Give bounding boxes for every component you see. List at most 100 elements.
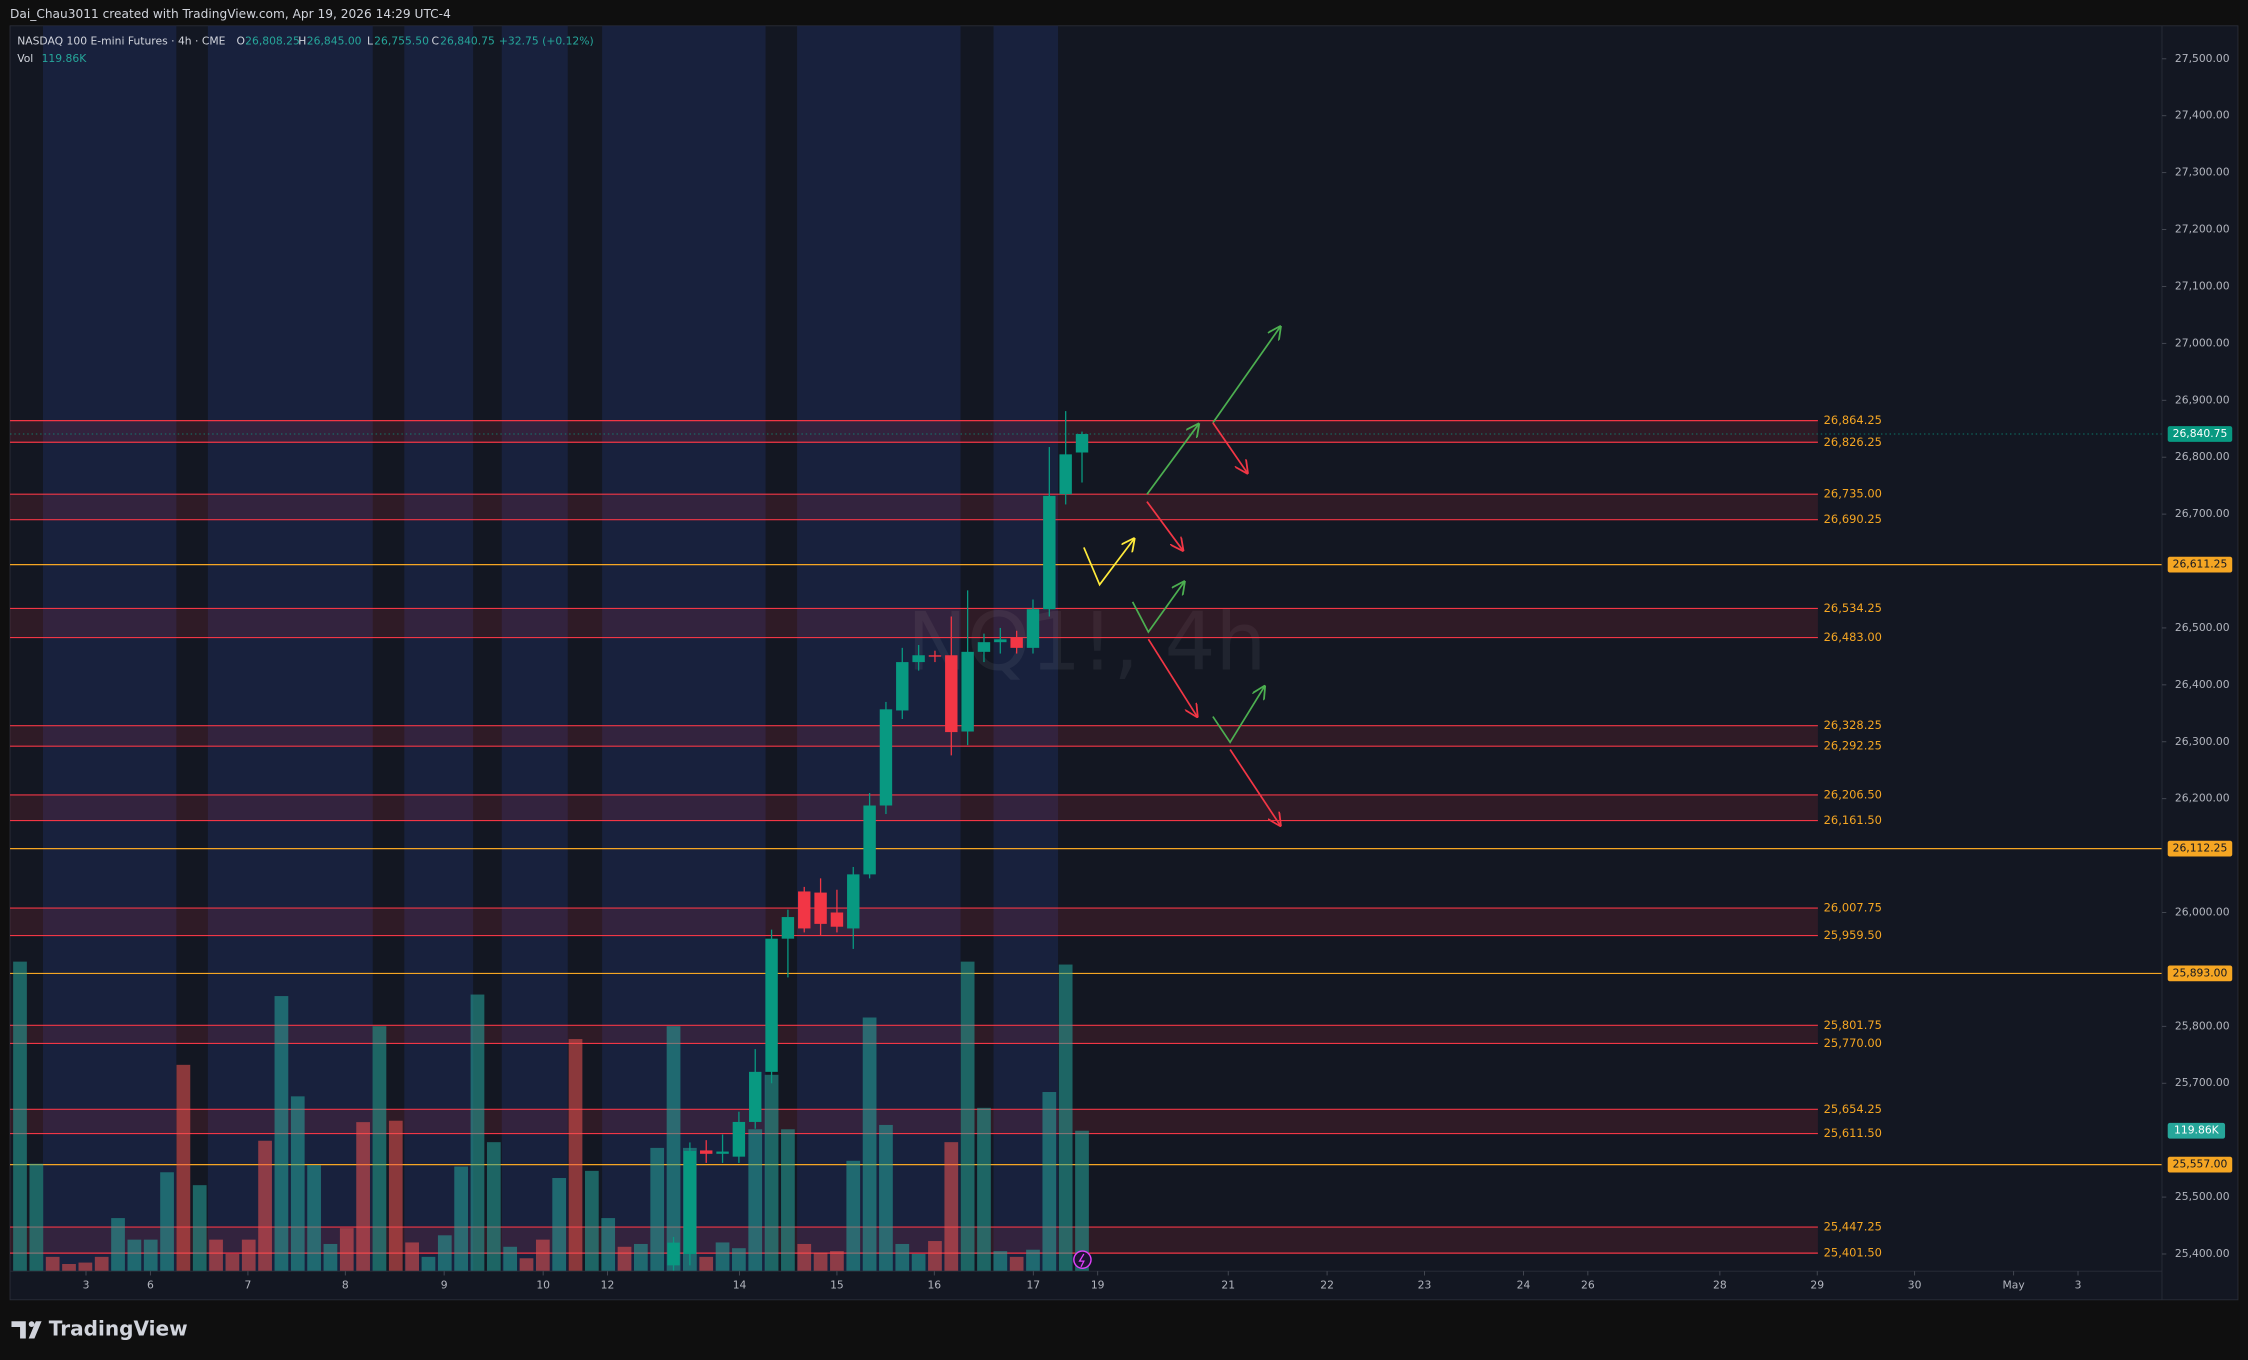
volume-bar [29,1163,44,1272]
candle-body [1043,495,1056,610]
zone [10,420,1818,443]
volume-bar [928,1241,942,1272]
y-tick-label: 27,300.00 [2175,166,2230,179]
volume-bar [454,1166,469,1272]
y-tick-label: 26,700.00 [2175,507,2230,520]
volume-bar [666,1026,681,1272]
volume-bar [209,1239,223,1272]
x-tick-label: 24 [1517,1278,1531,1291]
volume-bar [290,1096,305,1272]
legend: NASDAQ 100 E-mini Futures · 4h · CME O 2… [17,35,593,65]
volume-bar [486,1142,501,1272]
volume-bar [62,1264,76,1272]
price-badge-label: 26,112.25 [2173,842,2228,855]
legend-value: 26,840.75 [440,35,495,48]
y-tick-label: 27,000.00 [2175,336,2230,349]
legend-value: 119.86K [42,52,88,65]
arrow [1229,749,1280,826]
volume-bar [977,1107,991,1272]
candle-body [749,1071,762,1122]
volume-bar [241,1239,256,1272]
zone-label: 25,654.25 [1824,1102,1882,1116]
candle-body [847,874,860,929]
volume-bar [781,1129,795,1272]
x-tick-label: 17 [1026,1278,1040,1291]
y-tick-label: 26,500.00 [2175,621,2230,634]
candle-body [896,662,909,711]
volume-bar [78,1262,93,1272]
candle-body [716,1151,729,1154]
x-tick-label: May [2003,1278,2026,1291]
arrow [1146,501,1183,551]
arrow [1147,638,1197,716]
volume-bar [584,1170,599,1272]
session-band [797,25,961,1272]
candle-body [798,891,811,929]
volume-bar [192,1185,207,1272]
candle-body [1059,454,1072,495]
x-tick-label: 30 [1908,1278,1922,1291]
volume-bar [797,1243,812,1272]
volume-bar [356,1122,370,1272]
zone-label: 25,959.50 [1824,928,1882,942]
volume-bar [323,1243,338,1272]
volume-bar [470,994,485,1272]
candle-body [683,1150,697,1254]
volume-bar [732,1248,746,1272]
zone-label: 26,826.25 [1824,435,1882,449]
zone-label: 26,292.25 [1824,739,1882,753]
zone-label: 26,007.75 [1824,901,1882,915]
candle-body [1075,434,1089,453]
candle-body [667,1242,680,1266]
volume-bar [764,1074,779,1272]
volume-bar [225,1253,240,1272]
zone-label: 26,161.50 [1824,813,1882,827]
volume-bar [634,1243,648,1272]
event-icon[interactable] [1073,1250,1092,1269]
volume-bar [127,1239,142,1272]
candle-body [765,938,778,1072]
arrow [1146,424,1199,495]
zone [10,608,1818,638]
volume-bar [748,1129,763,1272]
y-tick-label: 26,300.00 [2175,735,2230,748]
y-tick-label: 25,800.00 [2175,1019,2230,1032]
volume-bar [519,1258,534,1272]
session-band [43,25,177,1272]
volume-bar [503,1246,518,1272]
price-badge [2167,965,2233,982]
volume-bar [846,1160,861,1272]
volume-bar [879,1124,893,1272]
zone-label: 25,770.00 [1824,1036,1882,1050]
volume-bar [568,1039,583,1272]
volume-bar [960,961,975,1272]
zone-label: 25,611.50 [1824,1126,1882,1140]
x-tick-label: 3 [2075,1278,2082,1291]
volume-bar [421,1256,436,1272]
volume-bar [339,1228,354,1272]
drawings [1083,327,1280,826]
volume-bar [45,1256,60,1272]
volume-bar [862,1017,877,1272]
legend-change: +32.75 (+0.12%) [499,35,594,48]
candle-body [830,912,844,927]
candle-body [781,917,795,939]
zone-label: 26,690.25 [1824,512,1882,526]
volume-badge-label: 119.86K [2174,1124,2220,1137]
brand-name: TradingView [49,1316,188,1340]
y-tick-label: 25,400.00 [2175,1247,2230,1260]
volume-bar [944,1142,959,1272]
arrow [1131,582,1185,634]
y-tick-label: 27,500.00 [2175,52,2230,65]
volume-bar [650,1147,665,1272]
arrow [1212,327,1280,424]
zone-label: 25,801.75 [1824,1018,1882,1032]
volume-bar [830,1251,844,1272]
legend-key: Vol [17,52,33,65]
x-tick-label: 21 [1221,1278,1235,1291]
legend-key: C [432,35,440,48]
volume-bar [94,1256,109,1272]
volume-bar [258,1140,272,1272]
candle-body [1026,609,1040,648]
